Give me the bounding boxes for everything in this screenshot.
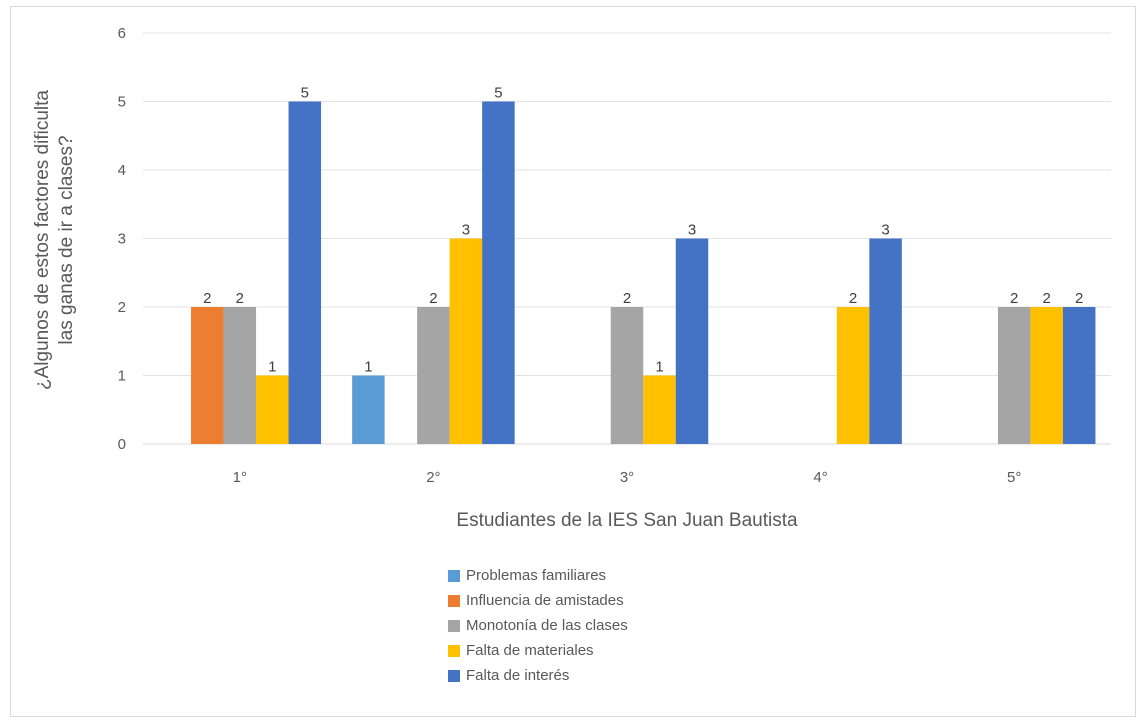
y-tick-label: 5 [118,94,126,111]
legend-item: Falta de interés [448,663,628,688]
data-label: 2 [849,290,857,307]
legend-label: Falta de interés [466,667,570,684]
y-tick-label: 1 [118,368,126,385]
bar [449,238,483,444]
data-label: 2 [203,290,211,307]
legend-item: Monotonía de las clases [448,613,628,638]
legend-swatch [448,569,460,582]
legend-label: Influencia de amistades [466,592,624,609]
legend-swatch [448,669,460,682]
data-label: 3 [462,222,470,239]
data-label: 1 [268,359,276,376]
legend-label: Monotonía de las clases [466,617,628,634]
data-label: 2 [1010,290,1018,307]
legend: Problemas familiares Influencia de amista… [448,563,628,688]
data-label: 2 [1075,290,1083,307]
data-label: 5 [301,85,309,102]
legend-swatch [448,619,460,632]
legend-label: Problemas familiares [466,567,607,584]
data-label: 3 [688,222,696,239]
data-label: 5 [494,85,502,102]
bar [997,307,1031,444]
bar [288,101,322,444]
bar [223,307,257,444]
legend-item: Falta de materiales [448,638,628,663]
legend-item: Problemas familiares [448,563,628,588]
bar [417,307,450,444]
data-labels: 2 2 1 5 1 2 3 5 2 1 3 2 3 2 2 2 [203,85,1083,376]
y-tick-labels: 0 1 2 3 4 5 6 [118,25,126,453]
y-tick-label: 4 [118,162,126,179]
x-tick-label: 3° [620,469,634,486]
bar [1030,307,1063,444]
x-tick-label: 5° [1007,469,1021,486]
data-label: 1 [364,359,372,376]
x-axis-title: Estudiantes de la IES San Juan Bautista [456,510,798,531]
bar [191,307,224,444]
bar [836,307,870,444]
bar [1062,307,1096,444]
bars [191,101,1096,444]
y-tick-label: 6 [118,25,126,42]
legend-swatch [448,594,460,607]
y-tick-label: 2 [118,299,126,316]
bar [675,238,709,444]
bar [256,375,289,444]
y-tick-label: 0 [118,436,126,453]
x-tick-label: 4° [813,469,827,486]
y-tick-label: 3 [118,231,126,248]
data-label: 3 [881,222,889,239]
data-label: 2 [429,290,437,307]
bar [352,375,385,444]
bar [482,101,515,444]
data-label: 2 [236,290,244,307]
data-label: 2 [623,290,631,307]
bar [869,238,902,444]
x-tick-label: 2° [426,469,440,486]
data-label: 1 [655,359,663,376]
bar [643,375,676,444]
bar [610,307,644,444]
x-tick-labels: 1° 2° 3° 4° 5° [233,469,1022,486]
legend-swatch [448,644,460,657]
data-label: 2 [1043,290,1051,307]
x-tick-label: 1° [233,469,247,486]
legend-item: Influencia de amistades [448,588,628,613]
legend-label: Falta de materiales [466,642,594,659]
y-axis-title: ¿Algunos de estos factores dificulta las … [32,90,77,390]
